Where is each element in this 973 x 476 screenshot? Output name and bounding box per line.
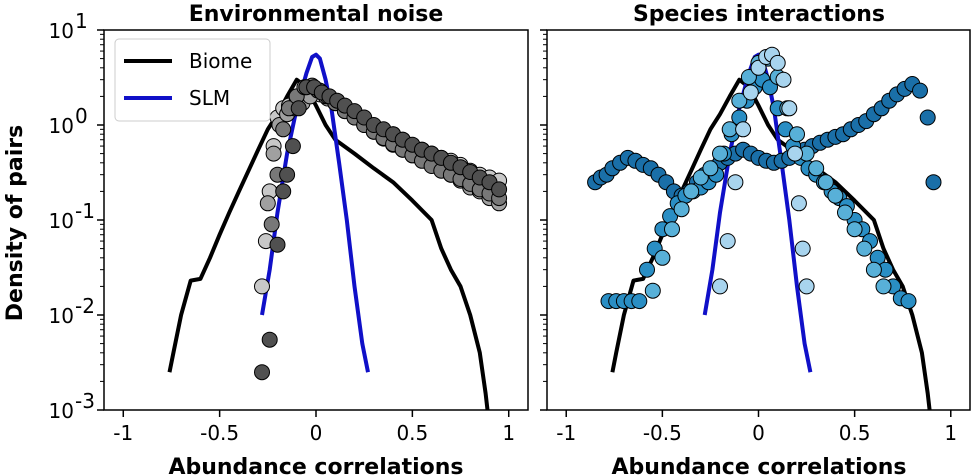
x-axis-label: Abundance correlations xyxy=(168,455,463,476)
scatter-point xyxy=(900,293,917,310)
scatter-point xyxy=(865,261,882,278)
scatter-point xyxy=(631,293,648,310)
scatter-point xyxy=(639,261,655,278)
scatter-point xyxy=(875,278,892,295)
scatter-point xyxy=(284,138,301,155)
scatter-point xyxy=(290,100,307,117)
scatter-point xyxy=(275,121,292,138)
scatter-point xyxy=(673,201,690,218)
scatter-point xyxy=(644,282,661,299)
scatter-point xyxy=(263,216,280,233)
scatter-point xyxy=(817,174,834,191)
scatter-point xyxy=(787,145,803,162)
scatter-point xyxy=(265,145,282,162)
scatter-point xyxy=(254,278,270,295)
scatter-point xyxy=(827,187,844,204)
scatter-point xyxy=(750,59,767,76)
scatter-point xyxy=(491,181,508,198)
y-tick-label: 10 xyxy=(49,209,74,233)
x-tick-label: 0 xyxy=(752,421,765,445)
x-tick-label: 1 xyxy=(944,421,957,445)
scatter-point xyxy=(781,100,798,117)
y-tick-label: 10 xyxy=(49,19,74,43)
y-tick-exponent: -3 xyxy=(75,389,95,413)
scatter-point xyxy=(925,174,942,191)
panel-environmental-noise: Environmental noise Abundance correlatio… xyxy=(3,2,529,476)
panel-title: Species interactions xyxy=(633,2,885,27)
scatter-point xyxy=(702,160,719,177)
scatter-point xyxy=(789,126,805,143)
y-tick-label: 10 xyxy=(49,399,74,423)
x-tick-label: 0.5 xyxy=(396,421,428,445)
x-tick-label: -1 xyxy=(113,421,133,445)
scatter-point xyxy=(261,331,278,348)
scatter-point xyxy=(269,236,286,253)
scatter-point xyxy=(275,183,292,200)
y-tick-exponent: -2 xyxy=(75,294,95,318)
scatter-point xyxy=(912,82,928,99)
scatter-point xyxy=(259,195,276,212)
scatter-point xyxy=(721,121,738,138)
scatter-point xyxy=(742,84,759,101)
y-tick-label: 10 xyxy=(49,304,74,328)
scatter-point xyxy=(731,92,748,109)
y-axis-label: Density of pairs xyxy=(3,125,28,321)
y-tick-label: 10 xyxy=(49,114,74,138)
scatter-point xyxy=(712,145,728,162)
scatter-point xyxy=(919,109,936,126)
y-tick-exponent: 1 xyxy=(75,9,88,33)
legend: Biome SLM xyxy=(114,38,271,122)
scatter-point xyxy=(808,160,825,177)
scatter-point xyxy=(727,174,744,191)
x-tick-label: -0.5 xyxy=(643,421,682,445)
scatter-point xyxy=(837,204,853,221)
y-tick-exponent: -1 xyxy=(75,199,95,223)
scatter-series xyxy=(254,79,508,381)
scatter-point xyxy=(719,233,736,250)
panel-species-interactions: Species interactions Abundance correlati… xyxy=(540,2,971,476)
x-tick-label: -1 xyxy=(556,421,576,445)
legend-label: Biome xyxy=(189,49,252,73)
scatter-point xyxy=(769,54,786,71)
scatter-point xyxy=(735,121,752,138)
scatter-point xyxy=(683,183,700,200)
x-axis-label: Abundance correlations xyxy=(611,455,906,476)
line-biome xyxy=(167,77,490,410)
scatter-point xyxy=(254,364,270,381)
y-tick-exponent: 0 xyxy=(75,104,88,128)
scatter-point xyxy=(846,221,863,238)
scatter-point xyxy=(798,278,815,295)
scatter-point xyxy=(712,278,728,295)
scatter-point xyxy=(654,249,671,266)
line-slm xyxy=(260,52,370,373)
scatter-point xyxy=(790,195,807,212)
scatter-point xyxy=(856,240,873,257)
scatter-point xyxy=(794,240,811,257)
x-tick-label: -0.5 xyxy=(200,421,239,445)
scatter-series xyxy=(712,46,815,295)
x-tick-label: 1 xyxy=(502,421,515,445)
panel-title: Environmental noise xyxy=(189,2,444,27)
x-tick-label: 0.5 xyxy=(839,421,871,445)
scatter-series xyxy=(587,76,942,204)
scatter-point xyxy=(775,71,792,88)
scatter-point xyxy=(279,166,296,183)
scatter-point xyxy=(664,221,680,238)
legend-label: SLM xyxy=(189,86,230,110)
x-tick-label: 0 xyxy=(310,421,323,445)
